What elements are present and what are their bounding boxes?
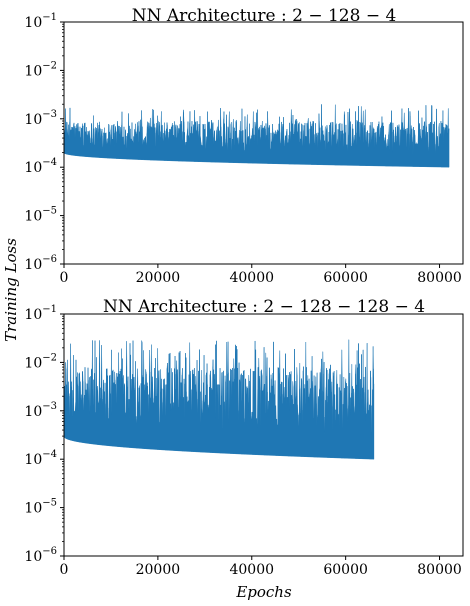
x-tick-label: 0 [60,270,69,286]
x-tick-label: 0 [60,562,69,578]
loss-series-line [63,339,375,460]
x-tick-label: 80000 [417,270,462,286]
x-tick-label: 80000 [417,562,462,578]
x-tick-label: 60000 [323,270,368,286]
x-tick-label: 20000 [136,270,181,286]
top-chart-y-axis: 10−6 10−5 10−4 10−3 10−2 10−1 [24,12,64,273]
x-tick-label: 60000 [323,562,368,578]
x-tick-label: 20000 [136,562,181,578]
top-chart-series [63,104,450,168]
y-tick-label: 10−3 [24,401,57,420]
bottom-chart-frame [63,313,464,557]
bottom-chart-title: NN Architecture : 2 − 128 − 128 − 4 [103,297,425,317]
y-tick-label: 10−4 [24,449,57,468]
y-tick-label: 10−5 [24,498,57,517]
x-axis-label: Epochs [235,583,292,601]
y-tick-label: 10−4 [24,157,57,176]
y-tick-label: 10−1 [24,304,57,323]
loss-series-line [63,104,450,168]
bottom-chart-series [63,339,375,460]
x-tick-label: 40000 [229,270,274,286]
y-tick-label: 10−3 [24,109,57,128]
top-chart-frame [63,21,464,265]
y-axis-label: Training Loss [2,238,20,342]
top-chart-panel: NN Architecture : 2 − 128 − 4 0 20000 4000… [24,6,464,286]
y-tick-label: 10−5 [24,206,57,225]
y-tick-label: 10−2 [24,352,57,371]
bottom-chart-y-axis: 10−6 10−5 10−4 10−3 10−2 10−1 [24,304,64,565]
y-tick-label: 10−1 [24,12,57,31]
top-chart-x-axis: 0 20000 40000 60000 80000 [60,264,462,286]
y-tick-label: 10−6 [24,546,57,565]
x-tick-label: 40000 [229,562,274,578]
top-chart-title: NN Architecture : 2 − 128 − 4 [132,6,397,26]
y-tick-label: 10−2 [24,60,57,79]
y-tick-label: 10−6 [24,254,57,273]
bottom-chart-panel: NN Architecture : 2 − 128 − 128 − 4 0 200… [24,297,464,578]
bottom-chart-x-axis: 0 20000 40000 60000 80000 [60,556,462,578]
